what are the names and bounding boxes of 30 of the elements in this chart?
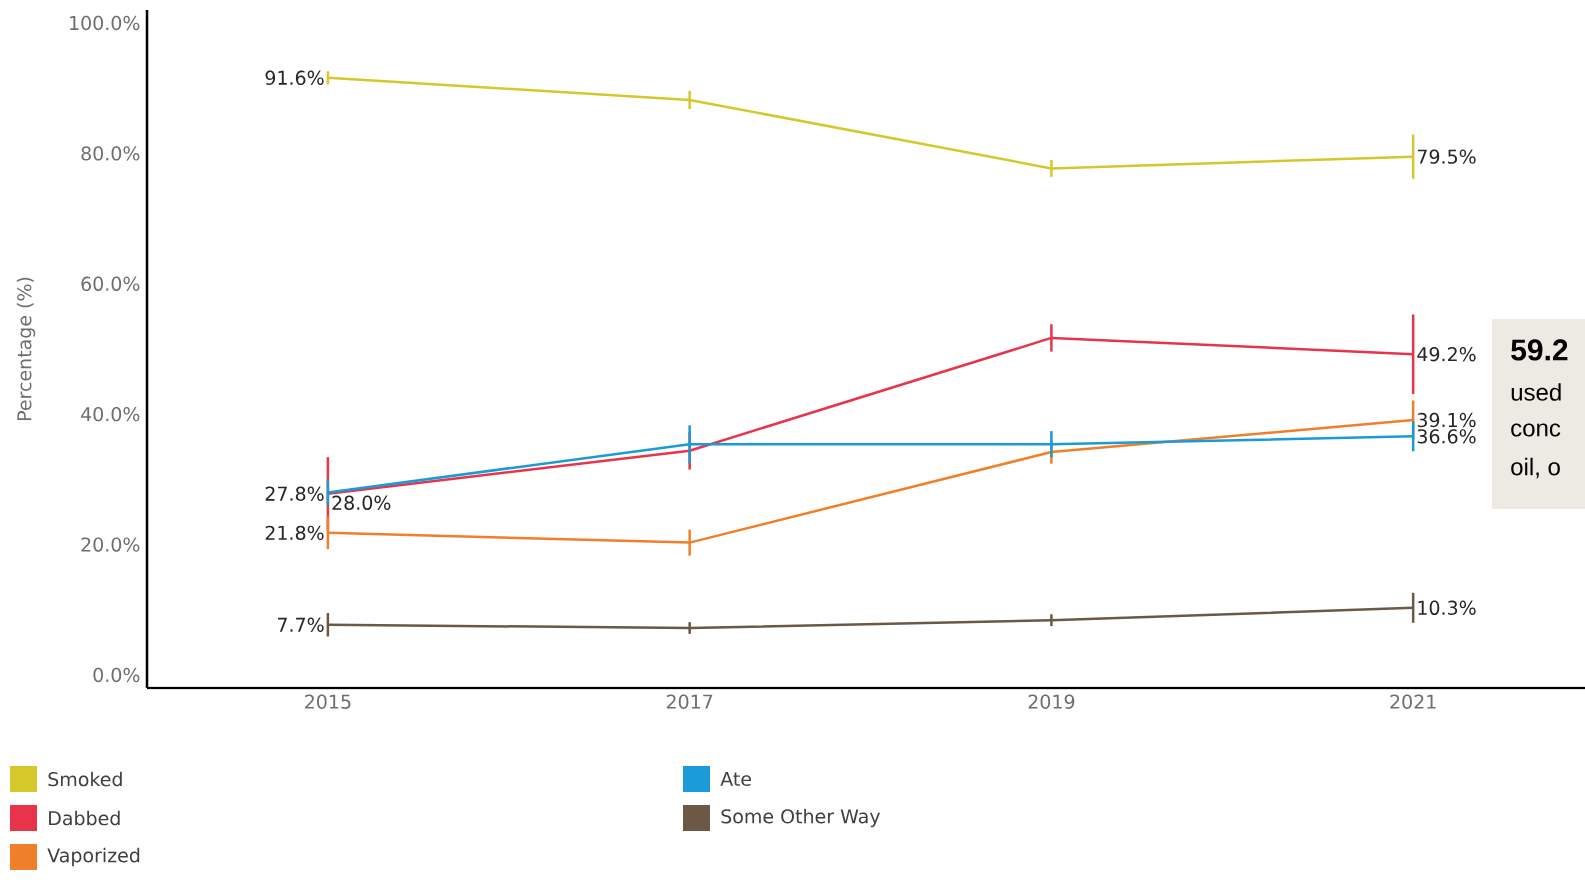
annotation: used <box>1511 383 1561 401</box>
legend-label: Dabbed <box>49 810 120 826</box>
y-tick-label: 60.0% <box>81 276 140 291</box>
y-tick-label: 0.0% <box>93 667 140 683</box>
data-label: 21.8% <box>265 525 324 541</box>
y-axis-title: Percentage (%) <box>16 277 36 421</box>
data-label: 49.2% <box>1417 347 1476 362</box>
x-tick-label: 2017 <box>666 694 713 709</box>
annotation: conc <box>1511 423 1561 437</box>
y-tick-label: 20.0% <box>81 537 140 552</box>
annotation: oil, o <box>1511 457 1560 479</box>
data-label: 91.6% <box>265 70 324 85</box>
x-tick-label: 2015 <box>305 694 351 709</box>
x-tick-label: 2021 <box>1390 694 1436 709</box>
legend-label: Vaporized <box>47 847 140 867</box>
y-tick-label: 80.0% <box>81 146 140 161</box>
legend-label: Ate <box>720 771 752 787</box>
data-label: 36.6% <box>1417 429 1476 444</box>
data-label: 7.7% <box>277 617 324 632</box>
data-label: 27.8% <box>265 486 324 501</box>
data-label: 39.1% <box>1417 412 1476 428</box>
y-tick-label: 100.0% <box>70 15 140 31</box>
annotation: 59.2 <box>1511 339 1568 361</box>
y-tick-label: 40.0% <box>81 406 140 422</box>
legend-label: Some Other Way <box>721 808 881 828</box>
x-tick-label: 2019 <box>1028 694 1075 709</box>
data-label: 10.3% <box>1418 600 1476 615</box>
data-label: 28.0% <box>332 495 391 510</box>
data-label: 79.5% <box>1417 149 1476 164</box>
legend-label: Smoked <box>48 771 122 787</box>
